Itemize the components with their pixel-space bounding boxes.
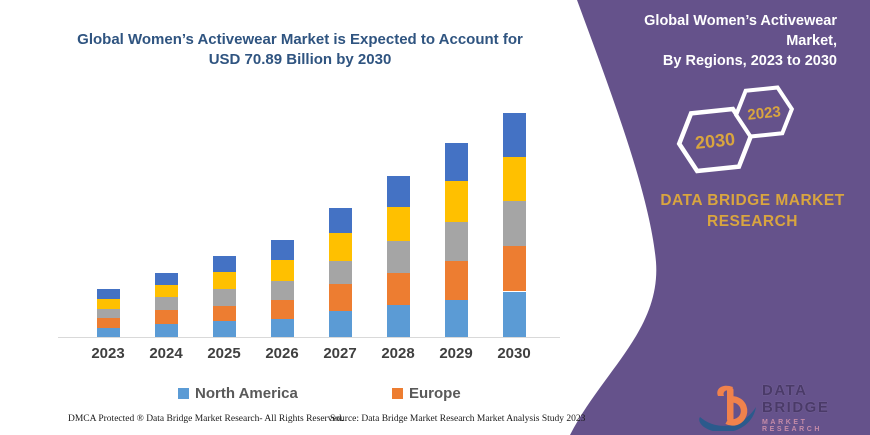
- bar-segment-2025-unlabeled-yellow: [212, 271, 236, 289]
- logo-wordmark: DATA BRIDGE MARKET RESEARCH: [762, 382, 866, 433]
- brand-text-line2: RESEARCH: [707, 213, 798, 230]
- data-bridge-logo: DATA BRIDGE MARKET RESEARCH: [698, 382, 866, 433]
- bar-segment-2024-unlabeled-darkblue: [154, 272, 178, 286]
- bar-segment-2028-unlabeled-gray: [386, 241, 410, 273]
- panel-title: Global Women’s Activewear Market, By Reg…: [600, 11, 837, 71]
- bar-segment-2024-North America: [154, 324, 178, 337]
- bar-segment-2026-unlabeled-yellow: [270, 259, 294, 281]
- bar-segment-2026-unlabeled-gray: [270, 280, 294, 301]
- bar-segment-2029-unlabeled-yellow: [444, 180, 468, 223]
- bar-segment-2027-North America: [328, 311, 352, 337]
- logo-b-stem: [727, 388, 734, 421]
- bar-segment-2023-unlabeled-darkblue: [96, 288, 120, 300]
- x-axis-label-2025: 2025: [207, 345, 241, 362]
- bar-segment-2030-unlabeled-gray: [502, 200, 526, 246]
- page-title-line2: USD 70.89 Billion by 2030: [208, 51, 392, 68]
- bar-segment-2027-unlabeled-yellow: [328, 233, 352, 261]
- bar-segment-2026-unlabeled-darkblue: [270, 240, 294, 260]
- source-footer-text: Source: Data Bridge Market Research Mark…: [330, 414, 586, 424]
- bar-segment-2023-unlabeled-yellow: [96, 299, 120, 310]
- bar-segment-2023-unlabeled-gray: [96, 309, 120, 319]
- hexagon-2023-label: 2023: [747, 103, 782, 123]
- bar-segment-2030-Europe: [502, 245, 526, 292]
- logo-b-bowl: [725, 396, 748, 426]
- legend-item-europe: Europe: [392, 385, 461, 402]
- bar-segment-2028-Europe: [386, 272, 410, 306]
- page-title-line1: Global Women’s Activewear Market is Expe…: [77, 31, 523, 48]
- bar-segment-2028-North America: [386, 305, 410, 337]
- bar-segment-2029-North America: [444, 299, 468, 337]
- bar-segment-2024-Europe: [154, 309, 178, 325]
- legend-label: North America: [195, 385, 298, 402]
- bar-segment-2030-North America: [502, 291, 526, 337]
- logo-subtitle: MARKET RESEARCH: [762, 418, 823, 433]
- x-axis-label-2029: 2029: [439, 345, 473, 362]
- bar-segment-2029-unlabeled-darkblue: [444, 143, 468, 181]
- bar-segment-2028-unlabeled-yellow: [386, 207, 410, 242]
- bar-segment-2026-North America: [270, 319, 294, 337]
- hexagon-2023: 2023: [733, 85, 795, 139]
- bar-segment-2025-North America: [212, 320, 236, 337]
- bar-segment-2024-unlabeled-gray: [154, 297, 178, 310]
- legend-item-north-america: North America: [178, 385, 298, 402]
- panel-title-line2: By Regions, 2023 to 2030: [662, 53, 837, 69]
- bar-segment-2028-unlabeled-darkblue: [386, 176, 410, 208]
- hexagon-2023-outline: [733, 85, 795, 139]
- x-axis-label-2030: 2030: [497, 345, 531, 362]
- bar-segment-2025-unlabeled-darkblue: [212, 256, 236, 272]
- logo-name: DATA BRIDGE: [762, 381, 830, 416]
- x-axis-label-2026: 2026: [265, 345, 299, 362]
- bar-segment-2025-unlabeled-gray: [212, 288, 236, 307]
- bar-segment-2029-unlabeled-gray: [444, 222, 468, 262]
- bar-segment-2030-unlabeled-darkblue: [502, 113, 526, 157]
- x-axis-label-2024: 2024: [149, 345, 183, 362]
- x-axis-line: [58, 337, 560, 338]
- bar-segment-2029-Europe: [444, 261, 468, 300]
- logo-swoosh: [699, 407, 756, 431]
- bar-segment-2023-North America: [96, 328, 120, 337]
- bar-segment-2023-Europe: [96, 318, 120, 329]
- hexagon-2030-label: 2030: [694, 129, 736, 153]
- bar-segment-2025-Europe: [212, 306, 236, 321]
- hexagon-2030: 2030: [676, 106, 754, 174]
- panel-title-line1: Global Women’s Activewear Market,: [644, 13, 837, 49]
- bar-segment-2030-unlabeled-yellow: [502, 156, 526, 201]
- bar-segment-2026-Europe: [270, 300, 294, 320]
- brand-text: DATA BRIDGE MARKET RESEARCH: [660, 190, 845, 232]
- x-axis-label-2027: 2027: [323, 345, 357, 362]
- logo-b-swoosh-icon: [699, 385, 756, 431]
- brand-text-line1: DATA BRIDGE MARKET: [660, 192, 845, 209]
- x-axis-label-2028: 2028: [381, 345, 415, 362]
- hexagon-2030-outline: [676, 106, 754, 174]
- legend-label: Europe: [409, 385, 461, 402]
- dmca-footer-text: DMCA Protected ® Data Bridge Market Rese…: [68, 414, 344, 424]
- bar-segment-2027-Europe: [328, 284, 352, 312]
- page-title: Global Women’s Activewear Market is Expe…: [40, 30, 560, 70]
- bar-segment-2027-unlabeled-darkblue: [328, 208, 352, 234]
- bar-segment-2027-unlabeled-gray: [328, 260, 352, 285]
- legend-swatch-icon: [178, 388, 189, 399]
- bar-segment-2024-unlabeled-yellow: [154, 285, 178, 298]
- x-axis-label-2023: 2023: [91, 345, 125, 362]
- legend-swatch-icon: [392, 388, 403, 399]
